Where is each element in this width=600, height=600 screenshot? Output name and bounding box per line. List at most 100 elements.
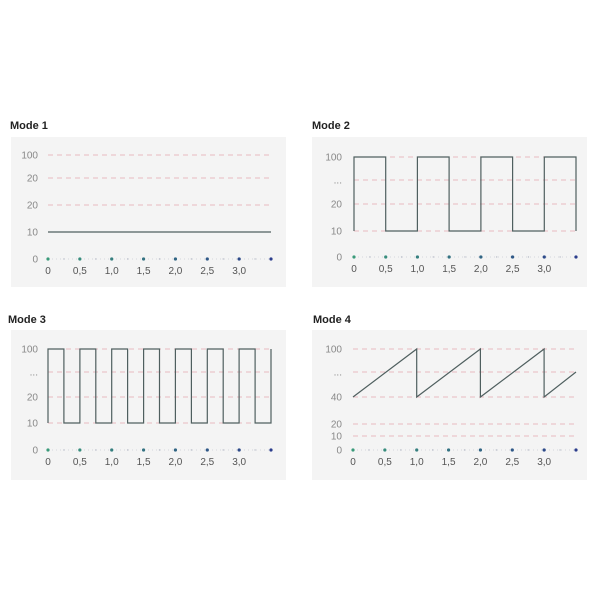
x-axis-marker — [384, 255, 388, 259]
x-tick-label: 1,0 — [410, 457, 424, 468]
mode-2-chart: 100... 20 10 0 0 0,5 1,0 1,5 2,0 2,5 3,0 — [312, 137, 587, 287]
x-tick-label: 1,0 — [105, 457, 119, 468]
x-axis-marker — [269, 257, 273, 261]
x-axis-minor-marker — [464, 256, 466, 258]
x-tick-label: 2,5 — [200, 457, 214, 468]
x-tick-label: 2,0 — [168, 457, 182, 468]
x-tick-label: 0 — [45, 457, 51, 468]
x-axis-marker — [46, 257, 50, 261]
y-tick-label: 100 — [325, 153, 342, 164]
x-tick-label: 3,0 — [537, 457, 551, 468]
y-tick-label: 10 — [331, 432, 343, 443]
x-axis-minor-marker — [432, 256, 434, 258]
x-axis-minor-marker — [527, 449, 529, 451]
mode-4-chart: 100... 40 20 10 0 0 0,5 1,0 1,5 2,0 2,5 3,0 — [312, 330, 587, 480]
x-axis-minor-marker — [254, 449, 256, 451]
x-tick-label: 0,5 — [73, 266, 87, 277]
x-axis-minor-marker — [495, 449, 498, 451]
y-tick-label: 0 — [32, 255, 38, 266]
x-tick-label: 0 — [45, 266, 51, 277]
y-tick-label: 10 — [331, 227, 343, 238]
x-axis-marker — [237, 257, 241, 261]
x-axis-minor-marker — [254, 258, 256, 260]
x-axis-minor-marker — [222, 258, 224, 260]
x-axis-marker — [78, 448, 82, 452]
x-tick-label: 0,5 — [379, 264, 393, 275]
y-tick-label: 20 — [27, 201, 39, 212]
x-axis-marker — [205, 257, 209, 261]
x-tick-label: 2,5 — [200, 266, 214, 277]
x-axis-minor-marker — [158, 258, 161, 260]
x-tick-label: 3,0 — [537, 264, 551, 275]
x-axis-marker — [237, 448, 241, 452]
y-tick-label: 20 — [331, 200, 343, 211]
x-axis-minor-marker — [126, 258, 129, 260]
mode-1-chart: 100 20 20 10 0 0 0,5 1,0 1,5 2,0 2,5 3,0 — [11, 137, 286, 287]
x-tick-label: 0,5 — [378, 457, 392, 468]
x-axis-minor-marker — [222, 449, 224, 451]
signal-line — [47, 348, 272, 424]
x-tick-label: 1,0 — [105, 266, 119, 277]
x-tick-label: 0 — [350, 457, 356, 468]
x-axis-minor-marker — [400, 256, 403, 258]
mode-2-title: Mode 2 — [312, 120, 350, 132]
y-tick-label: ... — [30, 368, 38, 379]
x-axis-marker — [141, 257, 146, 261]
y-tick-label: 0 — [32, 446, 38, 457]
x-axis-minor-marker — [369, 256, 371, 258]
x-tick-label: 3,0 — [232, 266, 246, 277]
x-axis-marker — [269, 448, 273, 452]
y-tick-label: 100 — [21, 151, 38, 162]
y-tick-label: 100 — [21, 345, 38, 356]
x-tick-label: 0 — [351, 264, 357, 275]
x-axis-marker — [173, 257, 178, 261]
x-tick-label: 1,0 — [410, 264, 424, 275]
x-axis-marker — [141, 448, 146, 452]
x-axis-marker — [415, 448, 419, 452]
x-axis-marker — [510, 448, 514, 452]
y-tick-label: 20 — [331, 420, 343, 431]
mode-1-title: Mode 1 — [10, 120, 48, 132]
x-axis-minor-marker — [496, 256, 498, 258]
y-tick-label: 20 — [27, 174, 39, 185]
x-axis-minor-marker — [190, 449, 193, 451]
x-axis-marker — [574, 255, 578, 259]
x-axis-minor-marker — [463, 449, 466, 451]
x-tick-label: 2,5 — [505, 457, 519, 468]
x-axis-minor-marker — [368, 449, 370, 451]
x-axis-minor-marker — [158, 449, 161, 451]
x-tick-label: 2,5 — [506, 264, 520, 275]
y-tick-label: 0 — [336, 253, 342, 264]
mode-3-title: Mode 3 — [8, 314, 46, 326]
x-axis-marker — [78, 257, 82, 261]
y-tick-label: ... — [334, 176, 342, 187]
x-axis-marker — [446, 448, 451, 452]
x-axis-minor-marker — [63, 258, 65, 260]
signal-line — [352, 347, 577, 399]
x-axis-marker — [479, 255, 483, 259]
y-tick-label: 10 — [27, 419, 39, 430]
x-axis-marker — [110, 257, 114, 261]
y-tick-label: 0 — [336, 446, 342, 457]
x-tick-label: 2,0 — [168, 266, 182, 277]
x-axis-marker — [173, 448, 178, 452]
y-tick-label: ... — [334, 368, 342, 379]
x-axis-marker — [415, 255, 420, 259]
y-tick-label: 100 — [325, 345, 342, 356]
x-axis-minor-marker — [126, 449, 129, 451]
y-tick-label: 40 — [331, 393, 343, 404]
x-axis-minor-marker — [527, 256, 530, 258]
x-tick-label: 2,0 — [474, 264, 488, 275]
x-axis-minor-marker — [400, 449, 402, 451]
x-tick-label: 1,5 — [442, 264, 456, 275]
x-axis-marker — [205, 448, 209, 452]
x-axis-minor-marker — [559, 449, 561, 451]
x-tick-label: 1,5 — [442, 457, 456, 468]
x-axis-marker — [110, 448, 114, 452]
x-axis-minor-marker — [63, 449, 65, 451]
x-axis-marker — [478, 448, 483, 452]
